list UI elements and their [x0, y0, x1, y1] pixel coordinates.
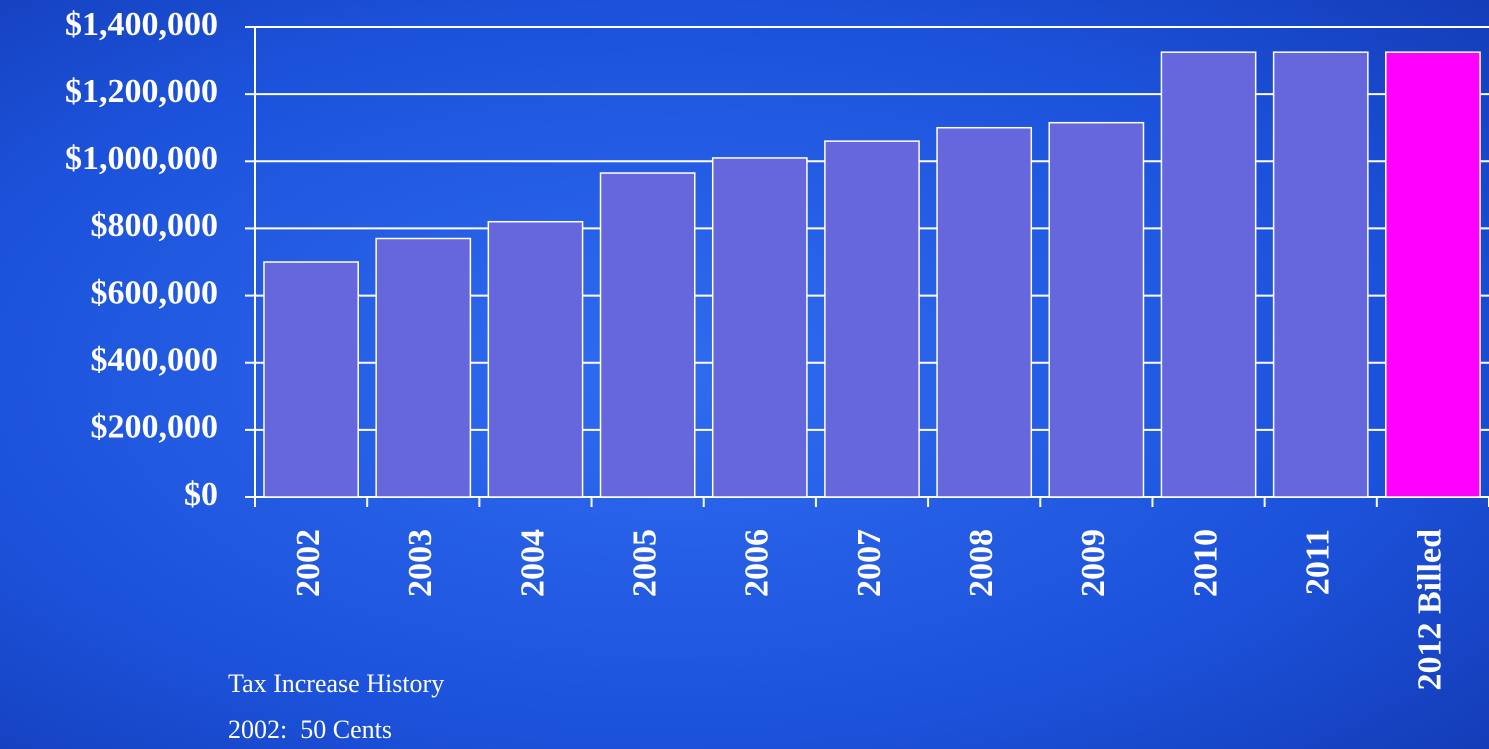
bar: [487, 220, 584, 498]
y-tick-label: $1,200,000: [65, 73, 218, 110]
bar: [936, 126, 1033, 498]
bar: [375, 237, 472, 498]
bar: [1272, 51, 1369, 498]
bar: [1160, 51, 1257, 498]
annotation: Tax Increase History: [228, 669, 444, 698]
y-tick-label: $1,000,000: [65, 140, 218, 177]
bar: [824, 140, 920, 498]
y-tick-label: $400,000: [91, 342, 219, 379]
x-tick-label: 2002: [290, 529, 327, 597]
y-tick-label: $0: [184, 476, 218, 513]
bar: [1385, 51, 1481, 498]
x-tick-label: 2007: [851, 529, 888, 597]
bar: [263, 261, 359, 498]
x-tick-label: 2005: [626, 529, 663, 597]
bar: [711, 157, 808, 498]
y-tick-label: $800,000: [91, 207, 219, 244]
y-tick-label: $200,000: [91, 409, 219, 446]
y-tick-label: $600,000: [91, 274, 219, 311]
bar: [1048, 121, 1145, 498]
x-tick-label: 2008: [963, 529, 1000, 597]
x-tick-label: 2006: [739, 529, 776, 597]
x-tick-label: 2003: [402, 529, 439, 597]
bar: [599, 172, 696, 498]
x-tick-label: 2012 Billed: [1412, 529, 1449, 691]
x-tick-label: 2011: [1300, 529, 1337, 595]
x-tick-label: 2010: [1187, 529, 1224, 597]
x-tick-label: 2004: [514, 529, 551, 597]
x-tick-label: 2009: [1075, 529, 1112, 597]
annotation: 2002: 50 Cents: [228, 715, 392, 744]
y-tick-label: $1,400,000: [65, 6, 218, 43]
